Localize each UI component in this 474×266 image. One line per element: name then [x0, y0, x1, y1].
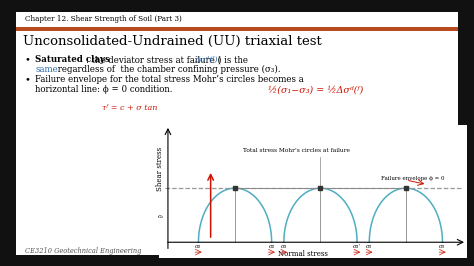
Text: Saturated clays: Saturated clays: [35, 55, 110, 64]
Text: cᵤ: cᵤ: [158, 214, 164, 219]
Text: σ₁: σ₁: [439, 244, 446, 249]
Text: Chapter 12. Shear Strength of Soil (Part 3): Chapter 12. Shear Strength of Soil (Part…: [25, 15, 182, 23]
Text: •: •: [25, 55, 30, 64]
Text: σ₂: σ₂: [268, 244, 275, 249]
Text: regardless of  the chamber confining pressure (σ₃).: regardless of the chamber confining pres…: [55, 65, 281, 74]
Text: CE3210 Geotechnical Engineering: CE3210 Geotechnical Engineering: [25, 247, 141, 255]
Text: same: same: [35, 65, 58, 74]
Bar: [16, 27, 458, 31]
Text: ) is the: ) is the: [218, 55, 247, 64]
Text: 36: 36: [444, 247, 453, 255]
Text: Total stress Mohr's circles at failure: Total stress Mohr's circles at failure: [243, 148, 349, 153]
Text: : the deviator stress at failure (: : the deviator stress at failure (: [86, 55, 221, 64]
Text: τᶠ = c + σ tan: τᶠ = c + σ tan: [102, 104, 157, 112]
Text: ½(σ₁−σ₃) = ½Δσᵈ(ᶠ): ½(σ₁−σ₃) = ½Δσᵈ(ᶠ): [268, 85, 363, 94]
Text: Shear stress: Shear stress: [156, 147, 164, 192]
Text: horizontal line: ϕ = 0 condition.: horizontal line: ϕ = 0 condition.: [35, 85, 173, 94]
Text: σ₂: σ₂: [195, 244, 201, 249]
Text: Unconsolidated-Undrained (UU) triaxial test: Unconsolidated-Undrained (UU) triaxial t…: [23, 35, 321, 48]
Text: Normal stress: Normal stress: [278, 250, 328, 258]
Text: Δσᵈ(ᶠ): Δσᵈ(ᶠ): [194, 56, 218, 64]
Text: σ₁: σ₁: [366, 244, 373, 249]
Text: •: •: [25, 75, 30, 84]
Text: Failure envelope for the total stress Mohr’s circles becomes a: Failure envelope for the total stress Mo…: [35, 75, 304, 84]
Text: σ₃: σ₃: [281, 244, 287, 249]
Text: Failure envelope ϕ = 0: Failure envelope ϕ = 0: [382, 176, 445, 181]
Text: σ₃': σ₃': [353, 244, 361, 249]
